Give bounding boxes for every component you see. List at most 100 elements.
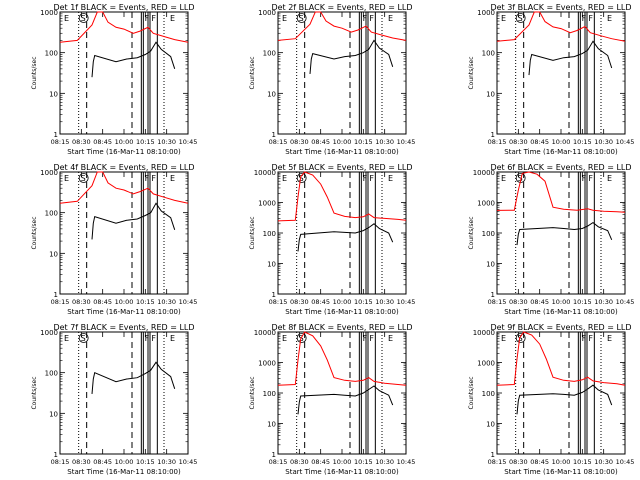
y-tick-label: 1 bbox=[491, 451, 495, 459]
x-tick-label: 10:45 bbox=[397, 138, 416, 146]
event-marker-label: E bbox=[170, 14, 175, 23]
event-marker-label: F bbox=[151, 14, 156, 23]
event-marker-label: S bbox=[81, 14, 86, 23]
y-tick-label: 1 bbox=[272, 131, 276, 139]
panel-det-2: Det 2f BLACK = Events, RED = LLD Counts/s… bbox=[249, 3, 415, 156]
x-tick-label: 08:45 bbox=[93, 138, 112, 146]
y-tick-label: 10000 bbox=[254, 329, 276, 337]
start-marker-circle bbox=[296, 13, 307, 23]
x-tick-label: 10:00 bbox=[115, 458, 134, 466]
event-marker-label: S bbox=[299, 174, 304, 183]
event-marker-label: F bbox=[145, 334, 150, 343]
y-tick-label: 1000 bbox=[258, 9, 276, 17]
y-tick-label: 100 bbox=[482, 390, 495, 398]
x-tick-label: 08:30 bbox=[72, 298, 91, 306]
x-tick-label: 10:15 bbox=[136, 458, 155, 466]
y-tick-label: 10 bbox=[49, 250, 58, 258]
y-tick-label: 1000 bbox=[40, 329, 58, 337]
x-tick-label: 08:45 bbox=[311, 458, 330, 466]
x-tick-label: 08:15 bbox=[269, 458, 288, 466]
x-tick-label: 10:45 bbox=[616, 298, 635, 306]
x-axis-label: Start Time (16-Mar-11 08:10:00) bbox=[504, 148, 618, 156]
plot-frame bbox=[277, 11, 407, 135]
events-series-line bbox=[516, 221, 613, 246]
event-marker-label: F bbox=[363, 334, 368, 343]
y-tick-label: 100 bbox=[482, 230, 495, 238]
y-tick-label: 100 bbox=[482, 50, 495, 58]
event-marker-label: E bbox=[501, 174, 506, 183]
x-tick-label: 10:00 bbox=[115, 298, 134, 306]
y-tick-label: 1000 bbox=[40, 9, 58, 17]
x-tick-label: 08:15 bbox=[488, 138, 507, 146]
event-marker-label: E bbox=[501, 14, 506, 23]
y-axis-label: Counts/sec bbox=[468, 376, 475, 409]
event-marker-label: S bbox=[81, 334, 86, 343]
x-tick-label: 10:30 bbox=[157, 458, 176, 466]
x-tick-label: 10:00 bbox=[333, 138, 352, 146]
x-tick-label: 10:45 bbox=[397, 458, 416, 466]
x-tick-label: 08:15 bbox=[51, 298, 70, 306]
event-marker-label: E bbox=[388, 174, 393, 183]
y-tick-label: 100 bbox=[45, 370, 58, 378]
event-marker-label: S bbox=[518, 14, 523, 23]
x-axis-label: Start Time (16-Mar-11 08:10:00) bbox=[67, 148, 181, 156]
x-tick-label: 10:30 bbox=[375, 138, 394, 146]
y-tick-label: 1000 bbox=[258, 360, 276, 368]
plot-frame bbox=[59, 11, 189, 135]
event-marker-label: F bbox=[369, 14, 374, 23]
x-axis-label: Start Time (16-Mar-11 08:10:00) bbox=[285, 468, 399, 476]
x-tick-label: 08:30 bbox=[290, 458, 309, 466]
y-tick-label: 10 bbox=[267, 261, 276, 269]
x-axis-label: Start Time (16-Mar-11 08:10:00) bbox=[67, 468, 181, 476]
y-tick-label: 1 bbox=[491, 131, 495, 139]
x-tick-label: 08:30 bbox=[72, 458, 91, 466]
x-tick-label: 10:30 bbox=[375, 458, 394, 466]
x-tick-label: 10:00 bbox=[333, 458, 352, 466]
y-tick-label: 1000 bbox=[477, 200, 495, 208]
y-tick-label: 1000 bbox=[477, 9, 495, 17]
panel-det-1: Det 1f BLACK = Events, RED = LLD Counts/s… bbox=[31, 3, 197, 156]
y-tick-label: 10000 bbox=[473, 329, 495, 337]
event-marker-label: E bbox=[282, 334, 287, 343]
y-tick-label: 100 bbox=[45, 50, 58, 58]
events-series-line bbox=[297, 385, 394, 415]
y-tick-label: 1 bbox=[54, 131, 58, 139]
x-tick-label: 10:30 bbox=[594, 458, 613, 466]
x-tick-label: 10:30 bbox=[157, 298, 176, 306]
event-marker-label: F bbox=[145, 14, 150, 23]
event-marker-label: F bbox=[588, 334, 593, 343]
x-tick-label: 08:45 bbox=[93, 298, 112, 306]
x-tick-label: 10:15 bbox=[573, 138, 592, 146]
x-tick-label: 08:45 bbox=[530, 138, 549, 146]
plot-title: Det 4f BLACK = Events, RED = LLD bbox=[53, 163, 194, 172]
event-marker-label: E bbox=[501, 334, 506, 343]
x-tick-label: 10:00 bbox=[552, 138, 571, 146]
y-tick-label: 1000 bbox=[40, 169, 58, 177]
events-series-line bbox=[91, 361, 176, 394]
plot-title: Det 9f BLACK = Events, RED = LLD bbox=[490, 323, 631, 332]
y-axis-label: Counts/sec bbox=[249, 216, 256, 249]
start-marker-circle bbox=[78, 173, 89, 183]
x-tick-label: 08:30 bbox=[509, 298, 528, 306]
x-tick-label: 10:45 bbox=[179, 138, 198, 146]
events-series-line bbox=[309, 39, 394, 74]
x-tick-label: 08:45 bbox=[93, 458, 112, 466]
event-marker-label: S bbox=[299, 14, 304, 23]
events-series-line bbox=[91, 41, 176, 78]
event-marker-label: S bbox=[518, 334, 523, 343]
y-tick-label: 1000 bbox=[477, 360, 495, 368]
lld-series-line bbox=[496, 171, 626, 213]
lld-series-line bbox=[277, 171, 407, 222]
y-axis-label: Counts/sec bbox=[249, 376, 256, 409]
x-tick-label: 10:00 bbox=[115, 138, 134, 146]
y-axis-label: Counts/sec bbox=[249, 56, 256, 89]
lld-series-line bbox=[59, 11, 189, 43]
event-marker-label: F bbox=[145, 174, 150, 183]
y-tick-label: 100 bbox=[263, 230, 276, 238]
y-tick-label: 10 bbox=[486, 421, 495, 429]
y-axis-label: Counts/sec bbox=[31, 56, 38, 89]
lld-series-line bbox=[496, 331, 626, 386]
panel-det-8: Det 8f BLACK = Events, RED = LLD Counts/s… bbox=[249, 323, 415, 476]
plot-title: Det 3f BLACK = Events, RED = LLD bbox=[490, 3, 631, 12]
